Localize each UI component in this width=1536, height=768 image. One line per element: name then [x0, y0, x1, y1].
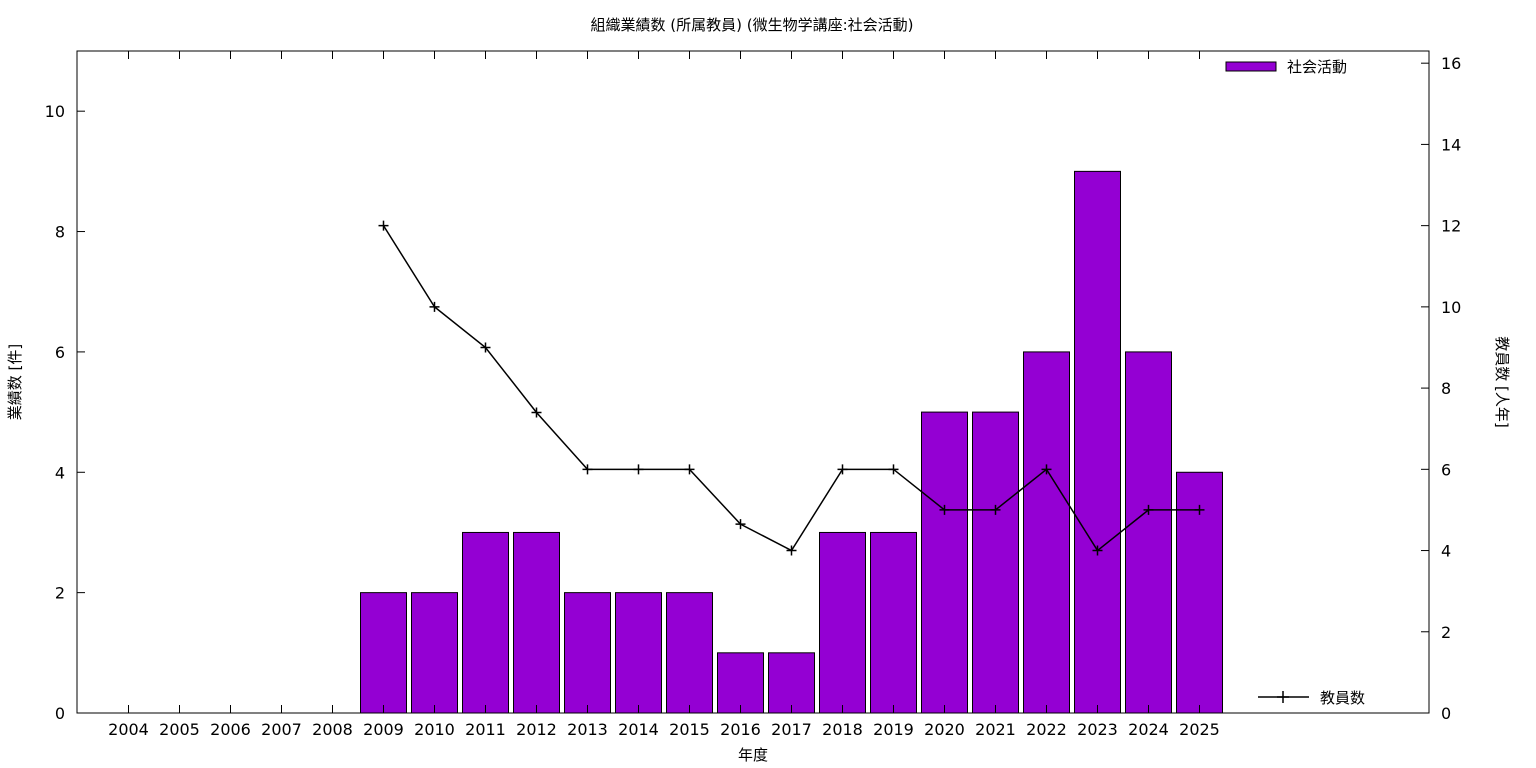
y2-tick-label: 16: [1441, 54, 1461, 73]
x-tick-label: 2013: [567, 720, 608, 739]
x-tick-label: 2017: [771, 720, 812, 739]
y-tick-label: 4: [55, 463, 65, 482]
line-point-2015: [684, 464, 695, 475]
x-tick-label: 2006: [210, 720, 251, 739]
bar-2019: [870, 531, 917, 714]
plot-frame: [76, 50, 1430, 714]
x-tick-label: 2011: [465, 720, 506, 739]
x-tick-label: 2021: [975, 720, 1016, 739]
x-tick-label: 2025: [1179, 720, 1220, 739]
y2-tick-label: 6: [1441, 460, 1451, 479]
bar-2020: [921, 411, 968, 714]
bar-2012: [513, 531, 560, 714]
legend-line-entry: 教員数: [1258, 689, 1365, 707]
x-tick-label: 2009: [363, 720, 404, 739]
y-axis-label: 業績数 [件]: [6, 344, 24, 420]
y2-tick-label: 8: [1441, 379, 1451, 398]
line-point-2011: [480, 342, 491, 353]
legend-line-marker: [1277, 691, 1289, 703]
x-tick-label: 2018: [822, 720, 863, 739]
line-point-2013: [582, 464, 593, 475]
x-axis-label: 年度: [738, 746, 768, 764]
line-point-2020: [939, 504, 950, 515]
y-tick-label: 2: [55, 584, 65, 603]
y-tick-label: 10: [45, 102, 65, 121]
y2-axis-label: 教員数 [人年]: [1493, 336, 1511, 427]
bar-2010: [411, 592, 458, 714]
bar-2024: [1125, 351, 1172, 714]
line-series: [378, 220, 1205, 556]
line-point-2019: [888, 464, 899, 475]
y2-tick-label: 2: [1441, 623, 1451, 642]
bar-series: [360, 170, 1223, 714]
bar-2022: [1023, 351, 1070, 714]
line-point-2023: [1092, 545, 1103, 556]
line-point-2014: [633, 464, 644, 475]
x-tick-label: 2007: [261, 720, 302, 739]
line-point-2022: [1041, 464, 1052, 475]
x-tick-label: 2020: [924, 720, 965, 739]
bar-2011: [462, 531, 509, 714]
x-tick-label: 2019: [873, 720, 914, 739]
y2-tick-label: 14: [1441, 135, 1461, 154]
x-tick-label: 2015: [669, 720, 710, 739]
y-tick-label: 8: [55, 223, 65, 242]
x-tick-label: 2016: [720, 720, 761, 739]
axis-ticks: 2004 2005 2006 2007 2008 2009 2010 2011 2012 2013…: [45, 51, 1461, 739]
x-tick-label: 2024: [1128, 720, 1169, 739]
bar-2016: [717, 652, 764, 714]
line-point-2009: [378, 220, 389, 231]
line-point-2018: [837, 464, 848, 475]
bar-2014: [615, 592, 662, 714]
y-tick-label: 0: [55, 704, 65, 723]
legend-bar-swatch: [1225, 61, 1277, 72]
y2-tick-label: 12: [1441, 217, 1461, 236]
legend-line-label: 教員数: [1320, 689, 1365, 707]
line-point-2025: [1194, 504, 1205, 515]
y2-tick-label: 0: [1441, 704, 1451, 723]
bar-2017: [768, 652, 815, 714]
bar-2023: [1074, 170, 1121, 714]
x-tick-label: 2012: [516, 720, 557, 739]
x-tick-label: 2008: [312, 720, 353, 739]
line-point-2017: [786, 545, 797, 556]
bar-2015: [666, 592, 713, 714]
legend-bar-entry: 社会活動: [1225, 58, 1347, 76]
y2-tick-label: 4: [1441, 542, 1451, 561]
x-tick-label: 2022: [1026, 720, 1067, 739]
bar-2021: [972, 411, 1019, 714]
bar-2009: [360, 592, 407, 714]
y2-tick-label: 10: [1441, 298, 1461, 317]
line-point-2016: [735, 519, 746, 530]
x-tick-label: 2023: [1077, 720, 1118, 739]
x-tick-label: 2014: [618, 720, 659, 739]
line-point-2024: [1143, 504, 1154, 515]
line-point-2010: [429, 301, 440, 312]
line-point-2021: [990, 504, 1001, 515]
line-point-2012: [531, 407, 542, 418]
chart-title: 組織業績数 (所属教員) (微生物学講座:社会活動): [590, 16, 913, 34]
x-tick-label: 2005: [159, 720, 200, 739]
bar-2013: [564, 592, 611, 714]
x-tick-label: 2010: [414, 720, 455, 739]
legend-bar-label: 社会活動: [1287, 58, 1347, 76]
y-tick-label: 6: [55, 343, 65, 362]
bar-2018: [819, 531, 866, 714]
x-tick-label: 2004: [108, 720, 149, 739]
